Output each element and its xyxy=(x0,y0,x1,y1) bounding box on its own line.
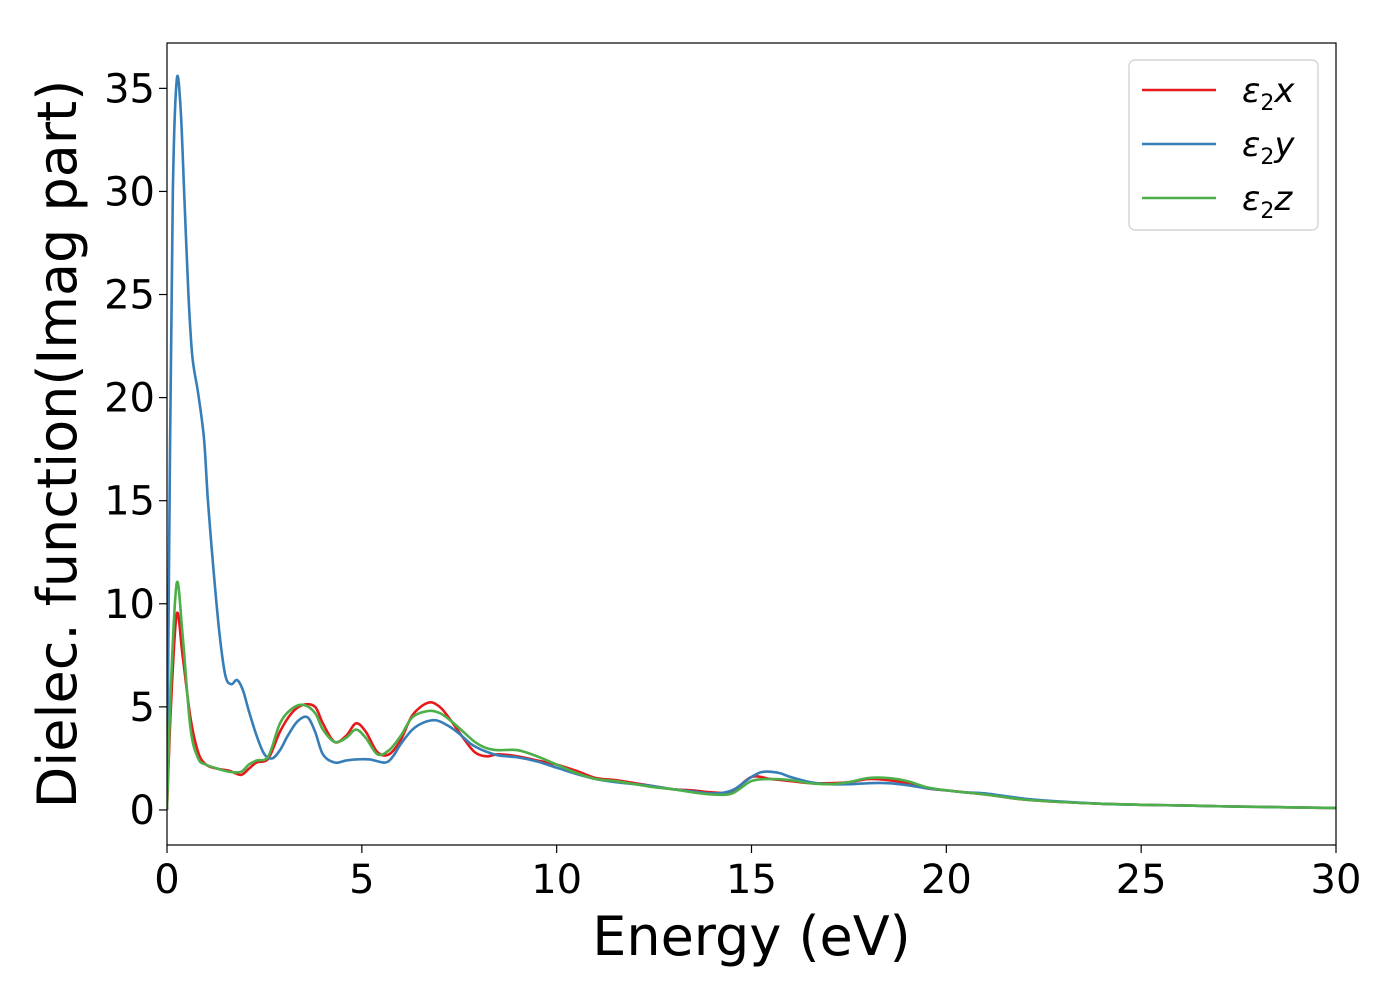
legend-label: ε2x xyxy=(1242,71,1295,116)
y-tick-label: 5 xyxy=(130,685,155,731)
series-layer xyxy=(167,74,1336,810)
x-axis: 0 5 10 15 20 25 30 xyxy=(154,845,1361,903)
x-axis-label: Energy (eV) xyxy=(592,905,911,968)
legend: ε2x ε2y ε2z xyxy=(1128,59,1319,231)
x-tick-label: 25 xyxy=(1116,857,1167,903)
x-tick-label: 20 xyxy=(921,857,972,903)
x-tick-label: 0 xyxy=(154,857,179,903)
x-tick-label: 10 xyxy=(531,857,582,903)
y-tick-label: 20 xyxy=(104,376,155,422)
legend-box xyxy=(1128,59,1319,231)
legend-label: ε2z xyxy=(1242,179,1293,224)
series-line-z xyxy=(167,580,1336,810)
y-tick-label: 30 xyxy=(104,169,155,215)
x-tick-label: 5 xyxy=(349,857,374,903)
legend-label: ε2y xyxy=(1242,125,1295,170)
series-line-y xyxy=(167,74,1336,810)
y-tick-label: 25 xyxy=(104,273,155,319)
y-axis-label: Dielec. function(Imag part) xyxy=(26,80,89,809)
x-tick-label: 30 xyxy=(1311,857,1362,903)
y-axis: 0 5 10 15 20 25 30 35 xyxy=(104,66,167,834)
y-tick-label: 15 xyxy=(104,479,155,525)
x-tick-label: 15 xyxy=(726,857,777,903)
y-tick-label: 10 xyxy=(104,582,155,628)
y-tick-label: 0 xyxy=(130,788,155,834)
y-tick-label: 35 xyxy=(104,66,155,112)
